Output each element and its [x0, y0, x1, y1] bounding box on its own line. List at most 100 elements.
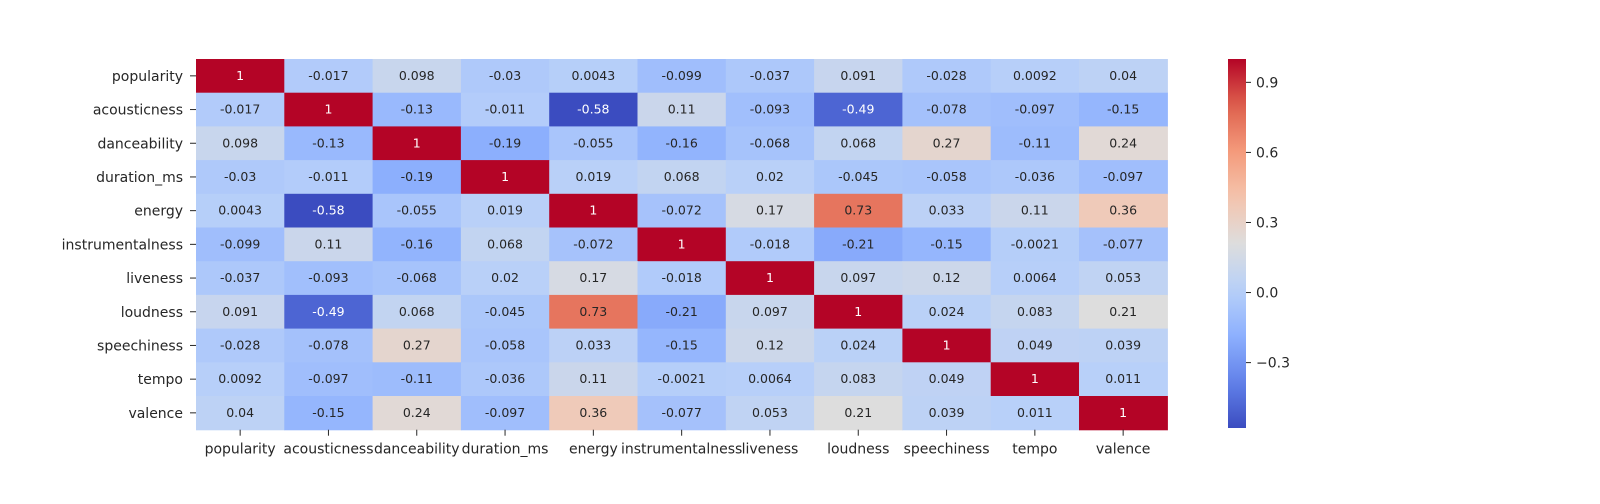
- cell-value-label: 0.0092: [1013, 68, 1057, 83]
- x-tick-label: speechiness: [904, 442, 990, 458]
- x-tick-label: liveness: [742, 442, 799, 458]
- cell-value-label: 0.097: [752, 304, 788, 319]
- heatmap-cell: [196, 227, 285, 262]
- cell-value-label: 0.098: [399, 68, 435, 83]
- heatmap-cell: [460, 59, 550, 94]
- heatmap-cell: [549, 261, 639, 296]
- heatmap-cell: [902, 261, 992, 296]
- cell-value-label: -0.078: [926, 102, 966, 117]
- cell-value-label: 0.24: [403, 405, 431, 420]
- cell-value-label: -0.068: [750, 135, 790, 150]
- heatmap-cell: [549, 362, 639, 397]
- heatmap-cell: [814, 294, 903, 330]
- x-tick-label: tempo: [1012, 442, 1057, 458]
- heatmap-cell: [460, 328, 550, 363]
- heatmap-cell: [1079, 396, 1168, 431]
- cell-value-label: -0.097: [485, 405, 525, 420]
- cell-value-label: -0.16: [665, 135, 697, 150]
- cell-value-label: -0.19: [489, 135, 521, 150]
- heatmap-cell: [549, 92, 639, 127]
- cell-value-label: 0.033: [575, 337, 611, 352]
- cell-value-label: -0.037: [220, 270, 260, 285]
- heatmap-cell: [372, 396, 462, 431]
- cell-value-label: 0.091: [222, 304, 258, 319]
- heatmap-cell: [549, 59, 639, 94]
- heatmap-cell: [637, 227, 727, 262]
- heatmap-cell: [814, 227, 903, 262]
- x-tick-label: acousticness: [283, 442, 373, 458]
- cell-value-label: -0.045: [485, 304, 525, 319]
- cell-value-label: 0.27: [933, 135, 961, 150]
- heatmap-cell: [284, 193, 374, 229]
- heatmap-cell: [814, 160, 903, 195]
- cell-value-label: 0.73: [579, 304, 607, 319]
- heatmap-cell: [814, 92, 903, 127]
- cell-value-label: 0.0043: [571, 68, 615, 83]
- cell-value-label: -0.58: [312, 203, 344, 218]
- cell-value-label: 0.053: [752, 405, 788, 420]
- heatmap-cell: [814, 126, 903, 161]
- cell-value-label: 0.12: [933, 270, 961, 285]
- cell-value-label: -0.093: [308, 270, 348, 285]
- y-tick-label: liveness: [126, 271, 183, 287]
- heatmap-cell: [902, 59, 992, 94]
- heatmap-cell: [284, 126, 374, 161]
- cell-value-label: 0.024: [929, 304, 965, 319]
- cell-value-label: 0.033: [929, 203, 965, 218]
- cell-value-label: 0.049: [1017, 337, 1053, 352]
- heatmap-cell: [549, 328, 639, 363]
- cell-value-label: -0.068: [397, 270, 437, 285]
- cell-value-label: 0.024: [840, 337, 876, 352]
- heatmap-cell: [990, 227, 1080, 262]
- cell-value-label: 0.11: [1021, 203, 1049, 218]
- cell-value-label: -0.16: [401, 236, 433, 251]
- cell-value-label: -0.072: [573, 236, 613, 251]
- colorbar: [1228, 59, 1246, 428]
- heatmap-cell: [725, 227, 815, 262]
- heatmap-cell: [637, 126, 727, 161]
- heatmap-cell: [549, 193, 639, 229]
- cell-value-label: 0.11: [579, 371, 607, 386]
- cell-value-label: 0.0064: [748, 371, 792, 386]
- heatmap-cell: [196, 261, 285, 296]
- heatmap-cell: [990, 126, 1080, 161]
- cell-value-label: -0.15: [930, 236, 962, 251]
- heatmap-cell: [372, 92, 462, 127]
- heatmap-cell: [196, 328, 285, 363]
- heatmap-cell: [460, 294, 550, 330]
- colorbar-tick-label: 0.3: [1256, 215, 1278, 231]
- cell-value-label: 0.019: [487, 203, 523, 218]
- heatmap-cell: [549, 396, 639, 431]
- cell-value-label: -0.097: [1103, 169, 1143, 184]
- cell-value-label: -0.11: [401, 371, 433, 386]
- cell-value-label: -0.099: [662, 68, 702, 83]
- cell-value-label: -0.011: [308, 169, 348, 184]
- cell-value-label: 1: [501, 169, 509, 184]
- cell-value-label: 0.21: [1109, 304, 1137, 319]
- cell-value-label: 0.11: [315, 236, 343, 251]
- cell-value-label: -0.028: [220, 337, 260, 352]
- cell-value-label: 1: [943, 337, 951, 352]
- cell-value-label: 0.24: [1109, 135, 1137, 150]
- heatmap-cell: [284, 328, 374, 363]
- cell-value-label: -0.078: [308, 337, 348, 352]
- y-tick-label: speechiness: [97, 338, 183, 354]
- cell-value-label: 0.17: [756, 203, 784, 218]
- heatmap-cell: [725, 328, 815, 363]
- heatmap-cell: [284, 227, 374, 262]
- heatmap-cell: [1079, 261, 1168, 296]
- cell-value-label: 0.011: [1017, 405, 1053, 420]
- cell-value-label: -0.058: [485, 337, 525, 352]
- cell-value-label: -0.058: [926, 169, 966, 184]
- heatmap-cell: [372, 59, 462, 94]
- cell-value-label: 0.11: [668, 102, 696, 117]
- heatmap-cell: [549, 126, 639, 161]
- cell-value-label: 1: [678, 236, 686, 251]
- cell-value-label: -0.13: [312, 135, 344, 150]
- heatmap-cell: [1079, 294, 1168, 330]
- heatmap-cell: [990, 59, 1080, 94]
- cell-value-label: -0.017: [308, 68, 348, 83]
- heatmap-cell: [725, 193, 815, 229]
- heatmap-cell: [814, 396, 903, 431]
- heatmap-cell: [902, 362, 992, 397]
